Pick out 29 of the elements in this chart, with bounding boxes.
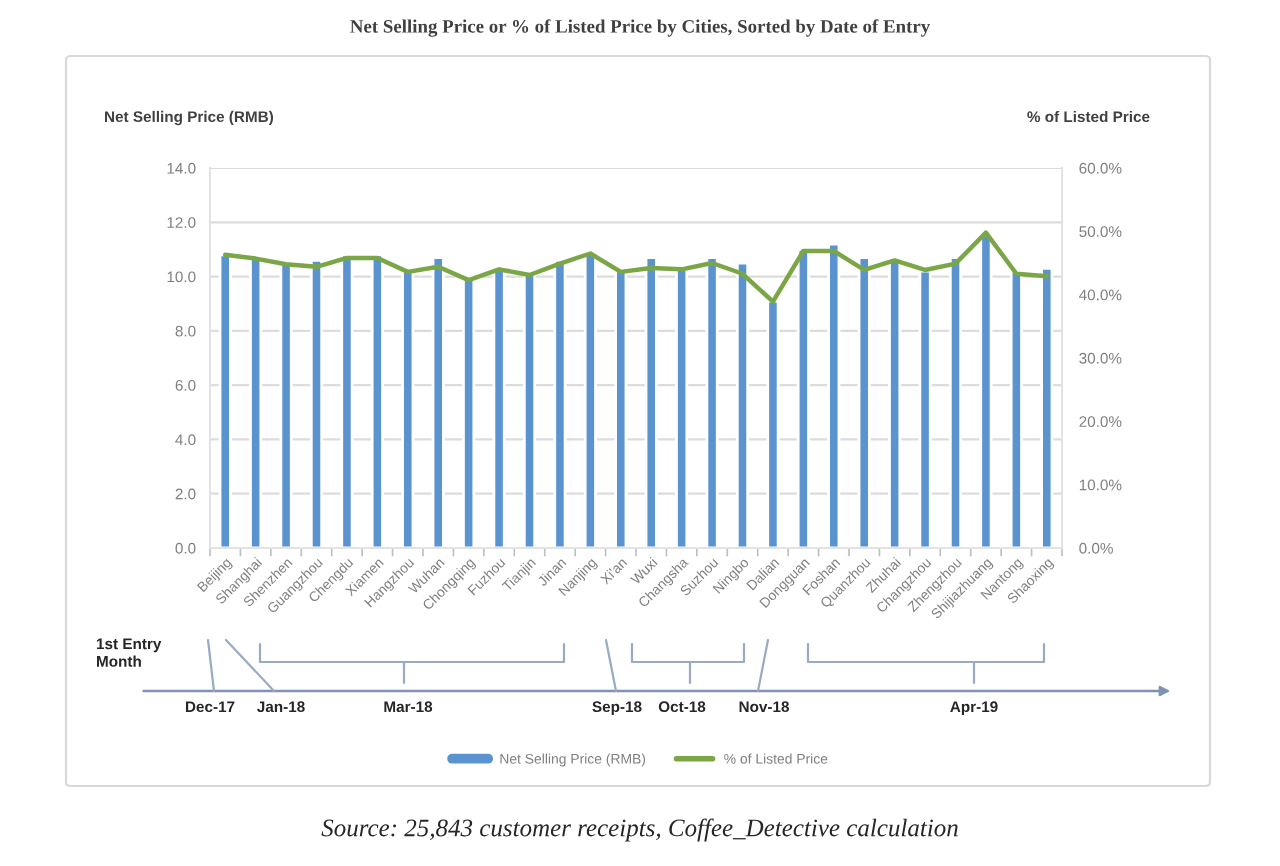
bar — [249, 256, 263, 548]
bar — [218, 253, 232, 548]
bar — [553, 258, 567, 548]
bar — [1040, 267, 1054, 548]
bar — [857, 256, 871, 548]
bar — [1009, 269, 1023, 548]
bar — [675, 267, 689, 548]
bar — [370, 253, 384, 548]
bar — [827, 242, 841, 548]
bar — [918, 269, 932, 548]
bar — [705, 256, 719, 548]
bar — [888, 256, 902, 548]
bar — [401, 269, 415, 548]
chart-title: Net Selling Price or % of Listed Price by Cities, Sorted by Date of Entry — [350, 19, 931, 37]
bar — [766, 299, 780, 548]
bar — [431, 256, 445, 548]
bar — [614, 269, 628, 548]
line-series — [222, 230, 1050, 304]
bar — [279, 261, 293, 548]
bar — [796, 248, 810, 548]
source-note: Source: 25,843 customer receipts, Coffee_Detective calculation — [321, 818, 958, 842]
bar — [735, 261, 750, 548]
bar — [309, 258, 324, 548]
bar — [948, 256, 963, 548]
bar — [492, 267, 506, 548]
bar — [522, 272, 537, 548]
bar — [644, 256, 658, 548]
bar — [462, 275, 476, 548]
bar — [340, 253, 354, 548]
